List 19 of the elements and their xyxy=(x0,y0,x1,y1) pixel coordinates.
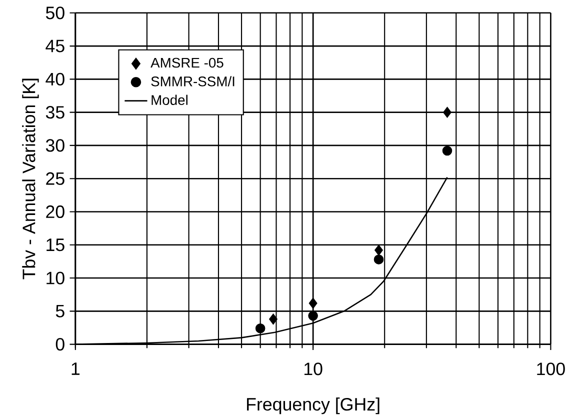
y-tick-label: 30 xyxy=(46,139,64,152)
y-tick-label: 50 xyxy=(46,6,64,20)
y-tick-label: 20 xyxy=(46,206,64,218)
y-tick-label: 25 xyxy=(46,172,64,186)
y-axis-title: Tbv - Annual Variation [K] xyxy=(22,79,39,280)
x-axis-title: Frequency [GHz] xyxy=(247,398,380,414)
y-tick-label: 10 xyxy=(46,272,64,285)
legend-label: SMMR-SSM/I xyxy=(151,76,234,87)
y-tick-label: 35 xyxy=(46,106,64,119)
legend-label: Model xyxy=(152,94,188,106)
y-tick-label: 5 xyxy=(56,305,64,318)
x-tick-label: 1 xyxy=(72,362,80,376)
y-tick-label: 0 xyxy=(56,338,64,351)
y-tick-label: 45 xyxy=(46,40,64,52)
y-tick-label: 15 xyxy=(46,238,64,252)
legend-label: AMSRE -05 xyxy=(150,58,224,68)
x-tick-label: 10 xyxy=(304,362,322,376)
y-tick-label: 40 xyxy=(46,73,64,86)
x-tick-label: 100 xyxy=(537,362,565,376)
